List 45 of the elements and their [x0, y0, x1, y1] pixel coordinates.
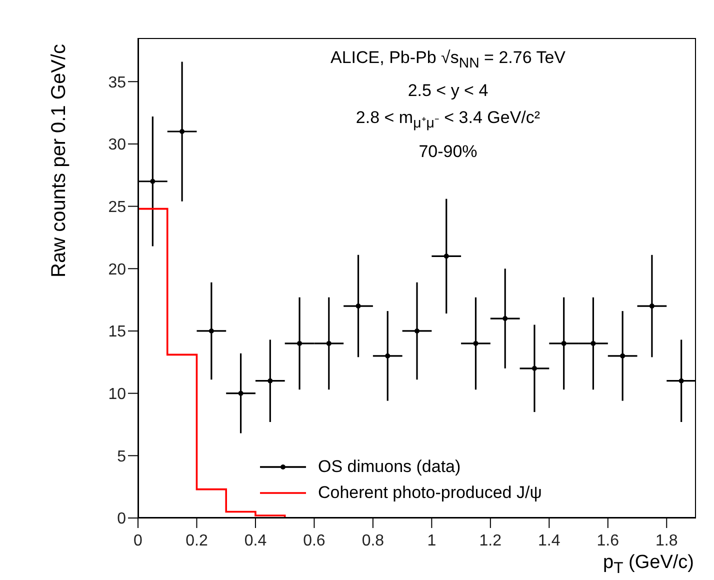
legend-label: OS dimuons (data) [318, 456, 461, 478]
x-tick-label: 0 [134, 532, 143, 550]
point [356, 304, 361, 309]
y-tick-label: 20 [108, 261, 126, 278]
x-tick-label: 1 [427, 532, 436, 550]
x-tick-label: 1.2 [479, 532, 502, 550]
point [208, 328, 214, 334]
point [649, 304, 654, 309]
x-tick-label: 0.8 [362, 532, 384, 550]
point [180, 129, 185, 134]
annotation: ALICE, Pb-Pb √s$_{NN}$ = 2.76 TeV [329, 47, 566, 74]
point [678, 378, 684, 384]
y-tick-label: 5 [117, 448, 126, 466]
annotation: 2.8 < m$_{μ⁺μ⁻}$ < 3.4 GeV/c² [354, 107, 542, 134]
point [268, 378, 273, 384]
y-tick-label: 0 [117, 510, 126, 528]
y-tick-label: 35 [108, 74, 126, 92]
point [238, 390, 244, 396]
point [590, 340, 596, 346]
point [150, 178, 156, 184]
point [414, 328, 420, 334]
x-tick-label: 1.6 [596, 532, 620, 550]
x-tick-label: 0.6 [303, 532, 326, 550]
y-tick-label: 30 [108, 136, 126, 154]
point [473, 340, 478, 346]
annotation: 70-90% [418, 140, 478, 163]
point [561, 340, 566, 346]
point [444, 254, 449, 259]
legend-label: Coherent photo-produced J/ψ [318, 482, 542, 504]
point [297, 340, 302, 346]
point [620, 353, 626, 358]
y-tick-label: 10 [108, 386, 126, 404]
x-tick-label: 0.4 [244, 532, 267, 550]
point [502, 316, 508, 322]
x-tick-label: 0.2 [186, 532, 208, 550]
x-tick-label: 1.4 [538, 532, 560, 550]
point [385, 353, 390, 358]
point [532, 366, 537, 371]
annotation: 2.5 < y < 4 [406, 80, 490, 102]
point [326, 340, 332, 346]
x-axis-title: p$_{T}$ (GeV/c) [603, 552, 694, 578]
y-tick-label: 15 [108, 324, 126, 341]
x-tick-label: 1.8 [656, 532, 678, 550]
y-tick-label: 25 [108, 198, 126, 216]
y-axis-title: Raw counts per 0.1 GeV/c [48, 44, 71, 280]
